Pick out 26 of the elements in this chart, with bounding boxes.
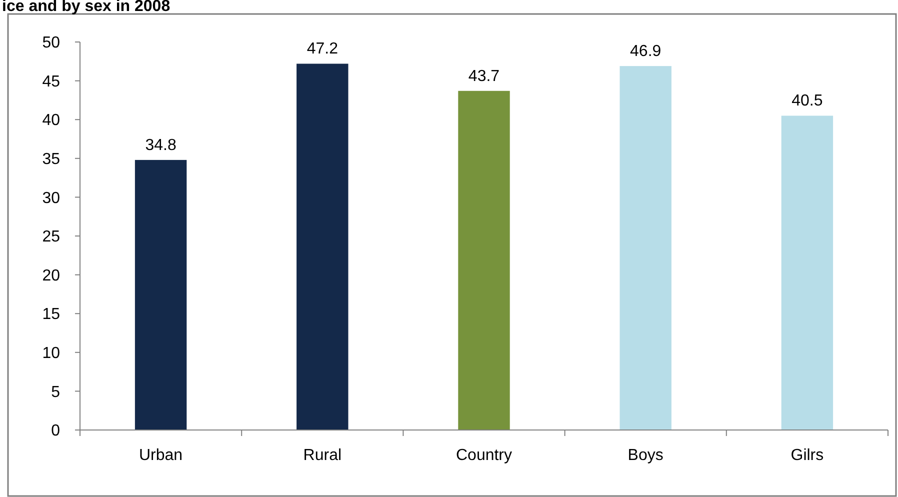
bar: [781, 116, 834, 430]
bar: [134, 160, 187, 430]
y-tick-label: 30: [42, 190, 60, 207]
bar: [296, 64, 348, 430]
bar: [620, 66, 672, 430]
x-tick-label: Boys: [628, 447, 664, 464]
data-label: 43.7: [468, 68, 500, 85]
x-tick-label: Country: [456, 447, 512, 464]
y-tick-label: 5: [51, 384, 60, 401]
x-tick-label: Gilrs: [790, 447, 824, 464]
y-tick-label: 10: [42, 345, 60, 362]
bar: [458, 90, 510, 430]
y-tick-label: 0: [51, 422, 60, 440]
y-tick-label: 20: [42, 267, 60, 284]
y-tick-label: 25: [42, 228, 60, 246]
data-label: 34.8: [145, 136, 176, 154]
y-tick-label: 45: [42, 73, 60, 90]
data-label: 40.5: [792, 92, 823, 110]
data-label: 46.9: [630, 43, 662, 60]
y-tick-label: 50: [42, 34, 60, 52]
y-tick-label: 40: [42, 112, 60, 130]
data-label: 47.2: [306, 40, 338, 58]
x-tick-label: Urban: [139, 447, 183, 464]
y-tick-label: 35: [42, 151, 60, 168]
y-tick-label: 15: [42, 306, 60, 324]
x-tick-label: Rural: [303, 447, 342, 464]
